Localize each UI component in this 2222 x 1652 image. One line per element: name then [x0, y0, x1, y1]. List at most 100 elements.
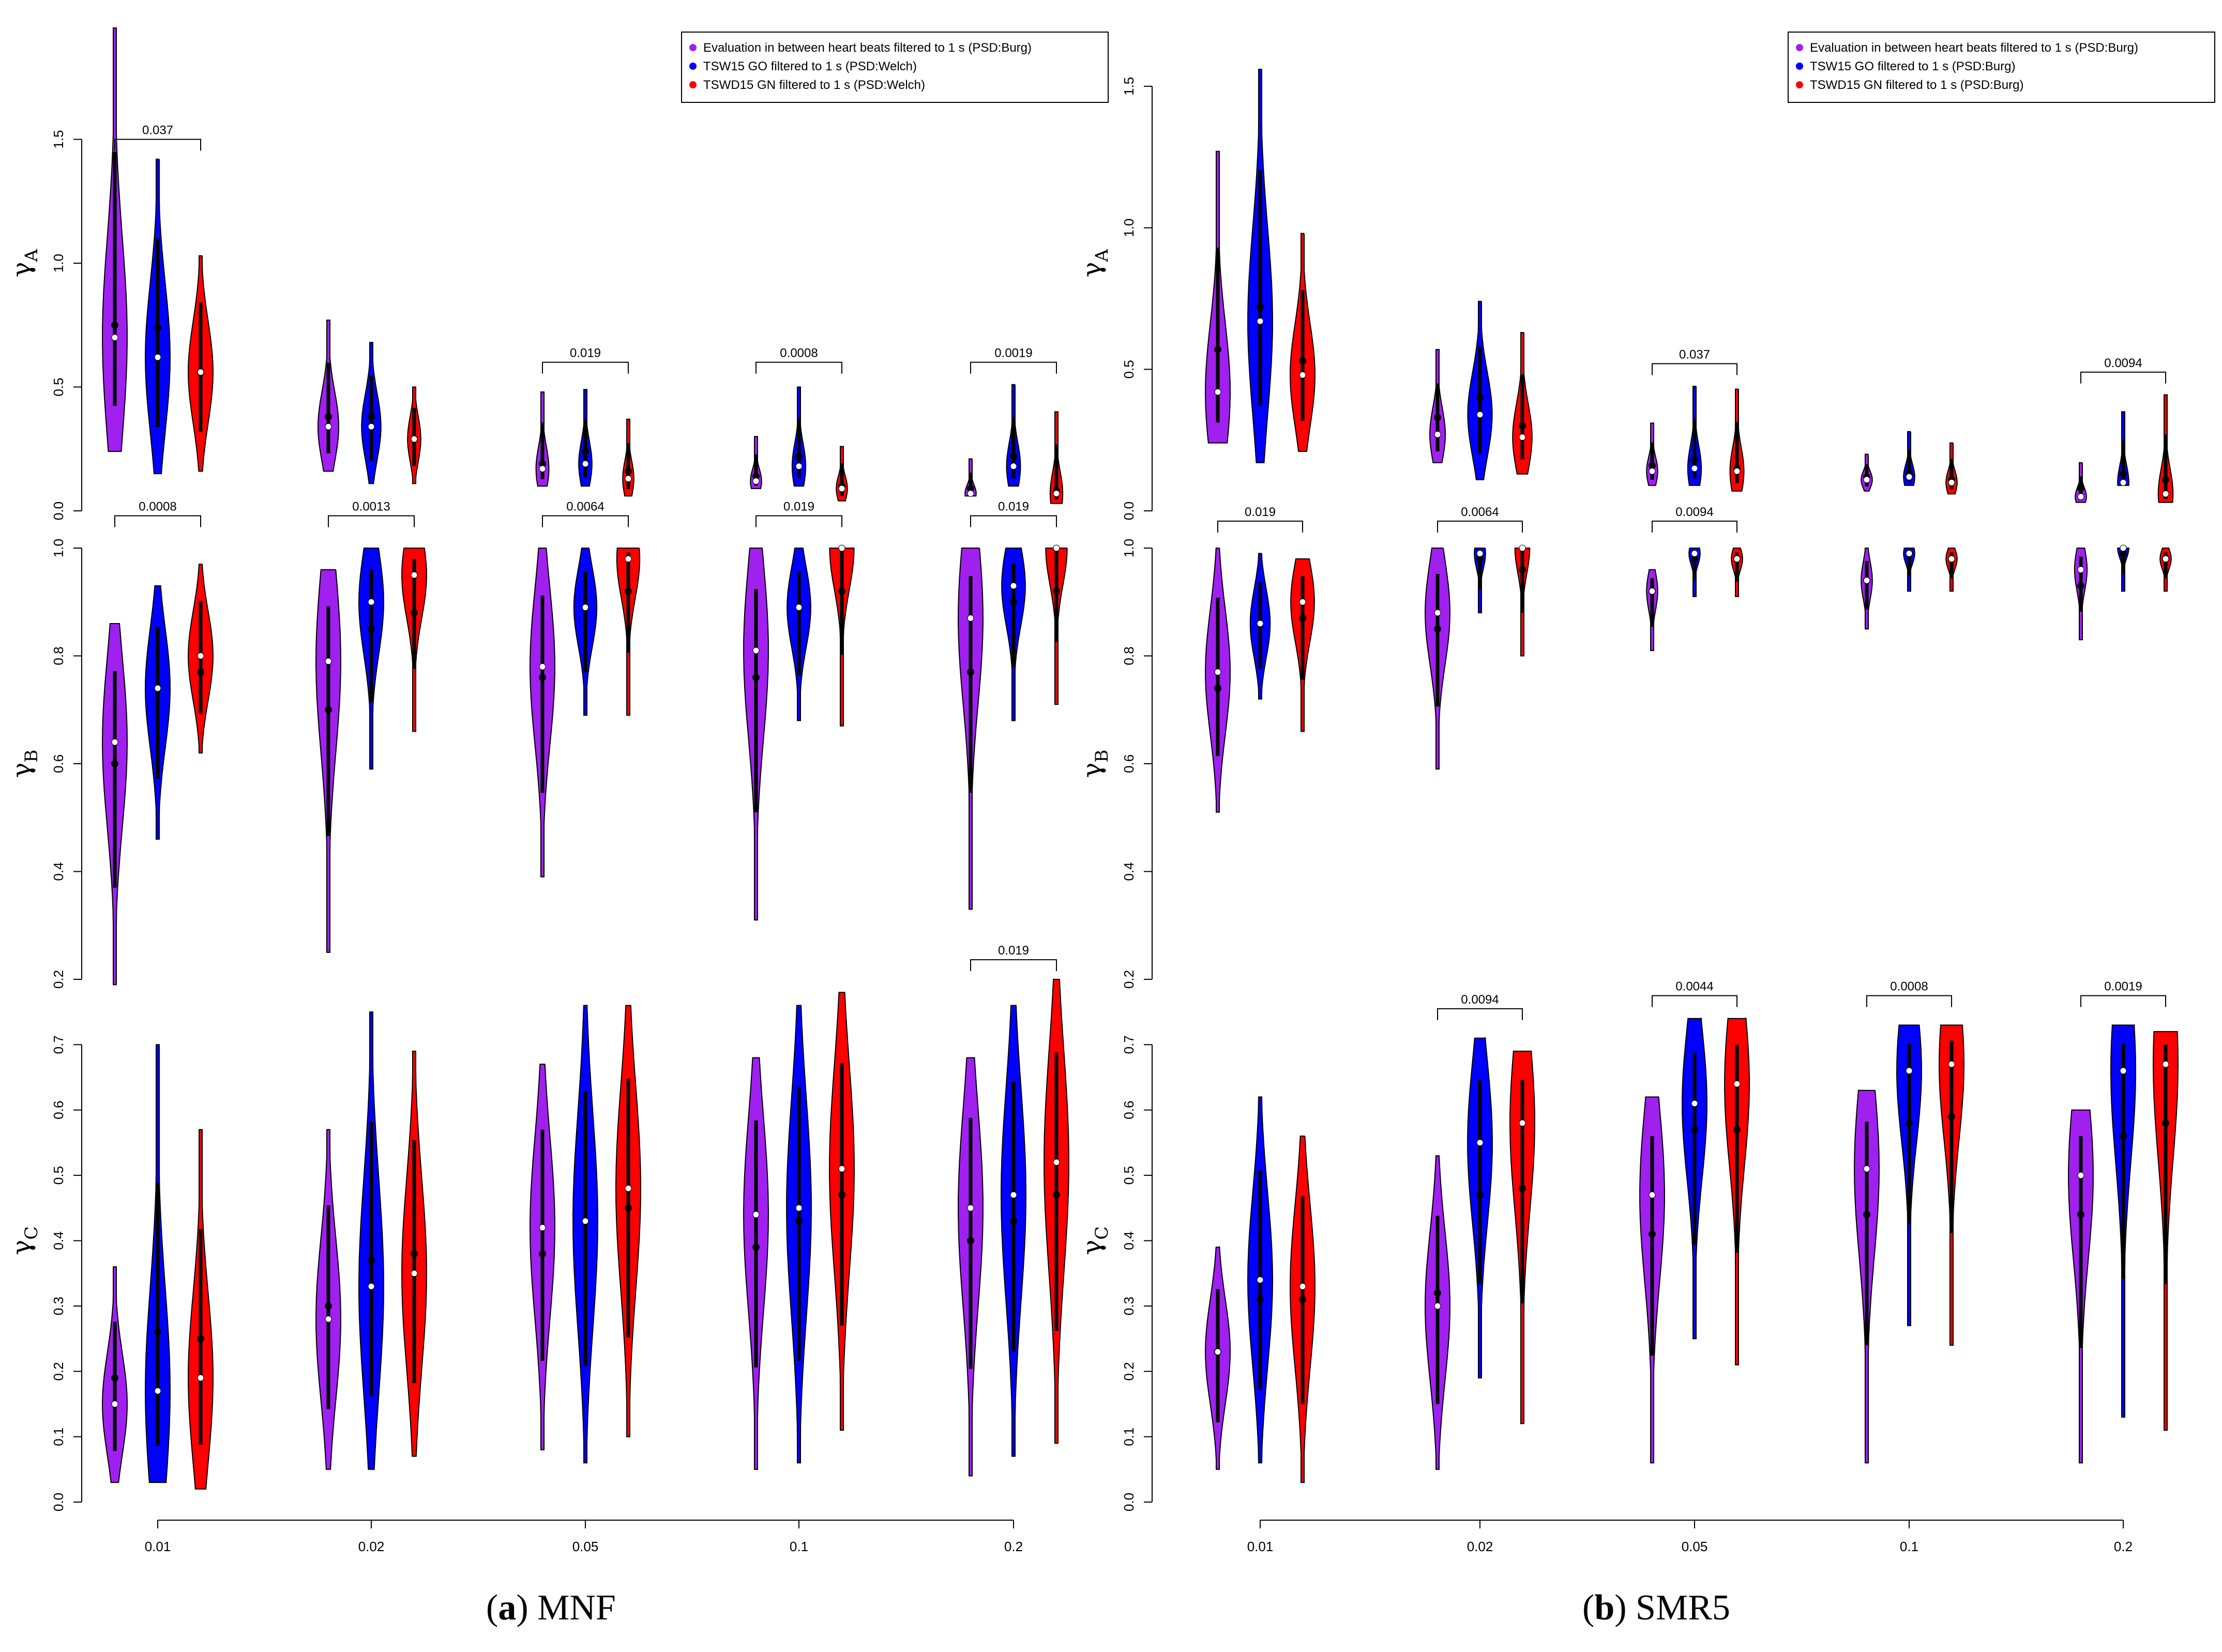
- mean-point: [1733, 1126, 1741, 1133]
- legend-entry: TSW15 GO filtered to 1 s (PSD:Welch): [703, 59, 917, 73]
- median-point: [2120, 544, 2127, 552]
- mean-point: [411, 1250, 418, 1257]
- significance-bracket: [755, 515, 842, 527]
- y-axis-symbol: γ: [6, 763, 36, 778]
- mean-point: [625, 1204, 632, 1212]
- median-point: [1691, 465, 1698, 472]
- median-point: [1257, 317, 1264, 325]
- median-point: [1906, 473, 1913, 480]
- y-tick-label: 0.4: [1121, 1231, 1137, 1250]
- p-value-label: 0.0013: [352, 499, 390, 513]
- p-value-label: 0.0094: [1675, 505, 1713, 519]
- y-tick-label: 0.0: [1121, 502, 1137, 520]
- y-axis-symbol: γ: [1077, 262, 1107, 277]
- y-tick-label: 0.4: [51, 862, 66, 881]
- median-point: [1519, 1119, 1526, 1127]
- median-point: [368, 423, 375, 430]
- median-point: [1053, 544, 1060, 552]
- median-point: [625, 1185, 632, 1192]
- y-axis-subscript: A: [21, 249, 42, 262]
- mean-point: [2077, 582, 2084, 589]
- p-value-label: 0.0044: [1675, 980, 1713, 994]
- y-tick-label: 0.3: [1121, 1297, 1137, 1315]
- median-point: [1649, 587, 1656, 595]
- x-tick-label: 0.05: [572, 1539, 599, 1554]
- mean-point: [1863, 1210, 1870, 1218]
- y-tick-label: 0.6: [1121, 754, 1137, 773]
- y-tick-label: 1.0: [51, 254, 66, 272]
- x-tick-label: 0.2: [1004, 1539, 1023, 1554]
- mean-point: [582, 448, 589, 456]
- mean-point: [1948, 1113, 1955, 1120]
- p-value-label: 0.019: [570, 346, 601, 360]
- significance-bracket: [1866, 995, 1952, 1007]
- significance-bracket: [755, 361, 842, 374]
- median-point: [197, 369, 204, 376]
- p-value-label: 0.019: [1245, 505, 1276, 519]
- median-point: [967, 1204, 974, 1211]
- mean-point: [795, 1217, 803, 1225]
- legend-box: [1788, 32, 2215, 103]
- median-point: [1010, 1191, 1017, 1199]
- median-point: [1519, 544, 1526, 552]
- mean-point: [967, 1237, 974, 1245]
- p-value-label: 0.019: [998, 944, 1029, 958]
- y-tick-label: 0.4: [1121, 862, 1137, 881]
- mean-point: [1214, 345, 1221, 353]
- mean-point: [1906, 1119, 1913, 1127]
- y-tick-label: 0.8: [1121, 646, 1137, 665]
- mean-point: [1691, 1126, 1698, 1133]
- mean-point: [2077, 484, 2084, 492]
- median-point: [1434, 431, 1441, 438]
- significance-bracket: [1652, 995, 1737, 1007]
- median-point: [1053, 1159, 1060, 1166]
- mean-point: [1010, 598, 1017, 606]
- median-point: [1948, 479, 1955, 486]
- y-tick-label: 0.5: [1121, 360, 1137, 378]
- mean-point: [838, 1191, 845, 1199]
- y-tick-label: 0.5: [1121, 1166, 1137, 1185]
- y-axis-subscript: A: [1092, 249, 1112, 262]
- median-point: [154, 1387, 161, 1395]
- y-tick-label: 0.0: [51, 502, 66, 520]
- legend-marker: [1796, 63, 1803, 70]
- median-point: [111, 334, 118, 341]
- median-point: [838, 1165, 845, 1172]
- median-point: [111, 738, 118, 746]
- mean-point: [539, 1250, 546, 1257]
- mean-point: [325, 413, 332, 420]
- mean-point: [1476, 555, 1484, 563]
- significance-bracket: [328, 515, 415, 527]
- median-point: [1691, 1100, 1698, 1107]
- median-point: [2162, 1060, 2169, 1068]
- y-tick-label: 0.7: [1121, 1035, 1137, 1054]
- median-point: [1299, 371, 1306, 378]
- mean-point: [154, 324, 161, 331]
- mean-point: [111, 760, 118, 767]
- median-point: [368, 1283, 375, 1290]
- x-tick-label: 0.05: [1682, 1539, 1708, 1554]
- y-axis-symbol: γ: [6, 262, 36, 277]
- median-point: [154, 354, 161, 361]
- median-point: [838, 544, 845, 552]
- mean-point: [368, 413, 375, 420]
- mean-point: [325, 706, 332, 714]
- p-value-label: 0.0094: [2104, 356, 2142, 370]
- median-point: [1519, 434, 1526, 441]
- mean-point: [1214, 685, 1221, 692]
- y-tick-label: 0.2: [51, 970, 66, 989]
- median-point: [325, 423, 332, 430]
- median-point: [1257, 620, 1264, 627]
- median-point: [2162, 490, 2169, 497]
- median-point: [154, 685, 161, 692]
- legend-marker: [1796, 81, 1803, 88]
- significance-bracket: [1437, 520, 1523, 533]
- median-point: [197, 653, 204, 659]
- y-tick-label: 1.0: [1121, 539, 1137, 557]
- mean-point: [1691, 555, 1698, 563]
- median-point: [1299, 598, 1306, 605]
- median-point: [1214, 669, 1221, 676]
- median-point: [967, 490, 974, 497]
- mean-point: [1257, 303, 1264, 311]
